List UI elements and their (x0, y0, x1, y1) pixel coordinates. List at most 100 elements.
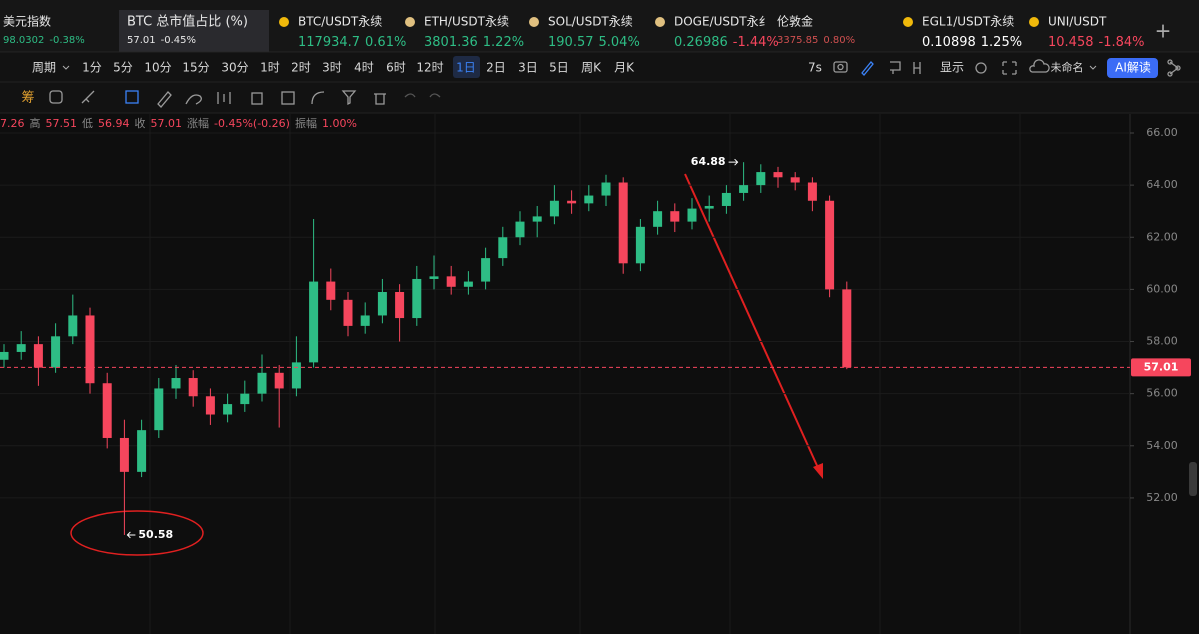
candle-body (756, 172, 766, 186)
ai-button-label[interactable]: AI解读 (1115, 61, 1151, 75)
interval[interactable]: 30分 (221, 61, 248, 75)
candle-body (739, 185, 749, 193)
candle-body (532, 216, 542, 222)
tab-name[interactable]: 美元指数 (3, 14, 51, 29)
y-tick-label: 58.00 (1146, 335, 1178, 348)
info-change: -0.45%(-0.26) (214, 117, 290, 130)
interval[interactable]: 10分 (144, 61, 171, 75)
tab-quote: 3801.36 1.22% (424, 35, 524, 50)
annotation-ellipse (70, 510, 204, 556)
tab-price: 117934.7 (298, 35, 360, 50)
period-label[interactable]: 周期 (32, 61, 56, 75)
interval[interactable]: 3时 (322, 61, 342, 75)
tab-name[interactable]: BTC/USDT永续 (298, 15, 382, 29)
add-tab[interactable]: + (1155, 19, 1172, 43)
info-high: 57.51 (46, 117, 78, 130)
low-mark-arrow (126, 531, 136, 539)
tab-change: -1.84% (1099, 35, 1145, 50)
tab-change: 1.25% (981, 35, 1022, 50)
low-mark-label: 50.58 (138, 528, 173, 541)
drawing-tools[interactable] (49, 90, 441, 108)
tab-name[interactable]: SOL/USDT永续 (548, 15, 633, 29)
tab-price: 10.458 (1048, 35, 1094, 50)
selected-tab-bg (119, 10, 269, 52)
candle-body (274, 372, 284, 389)
tab-name[interactable]: BTC 总市值占比 (%) (127, 14, 248, 30)
toolbar-bg (0, 53, 1199, 113)
candle-body (790, 177, 800, 183)
info-open: 7.26 (0, 117, 25, 130)
candle-body (601, 182, 611, 196)
tab-quote: 190.57 5.04% (548, 35, 640, 50)
interval[interactable]: 1时 (260, 61, 280, 75)
interval[interactable]: 12时 (416, 61, 443, 75)
tab-name[interactable]: EGL1/USDT永续 (922, 15, 1014, 29)
tab-quote: 3375.85 0.80% (777, 35, 855, 46)
tab-name[interactable]: UNI/USDT (1048, 15, 1107, 29)
candle-body (446, 276, 456, 287)
tab-name[interactable]: ETH/USDT永续 (424, 15, 509, 29)
tab-change: 1.22% (483, 35, 524, 50)
y-tick-label: 66.00 (1146, 126, 1178, 139)
candle-body (635, 226, 645, 264)
candle-body (171, 378, 181, 389)
scrollbar[interactable] (1189, 462, 1197, 496)
info-change-label: 涨幅 (187, 117, 209, 130)
tab-icon (529, 17, 539, 27)
layout-name[interactable]: 未命名 (1051, 60, 1084, 74)
interval[interactable]: 5日 (549, 61, 569, 75)
tab-change: 0.80% (823, 35, 855, 46)
candle-body (51, 336, 61, 368)
last-price-label: 57.01 (1144, 360, 1179, 373)
candle-body (687, 208, 697, 222)
candle-body (119, 437, 129, 472)
interval[interactable]: 6时 (386, 61, 406, 75)
interval[interactable]: 2时 (291, 61, 311, 75)
candle-body (326, 281, 336, 300)
candle-body (549, 200, 559, 217)
tab-change: 0.61% (365, 35, 406, 50)
candle-body (291, 362, 301, 389)
candle-body (498, 237, 508, 259)
interval[interactable]: 1分 (82, 61, 102, 75)
tab-price: 57.01 (127, 35, 156, 46)
dropdown-caret (62, 65, 70, 70)
interval[interactable]: 周K (581, 61, 602, 75)
candle-body (85, 315, 95, 384)
interval[interactable]: 15分 (182, 61, 209, 75)
y-tick-label: 64.00 (1146, 178, 1178, 191)
candle-body (154, 388, 164, 431)
high-mark-label: 64.88 (691, 155, 726, 168)
interval[interactable]: 1日 (456, 61, 476, 75)
refresh-label[interactable]: 7s (808, 61, 822, 75)
y-tick-label: 60.00 (1146, 282, 1178, 295)
tab-icon (903, 17, 913, 27)
candle-body (412, 278, 422, 319)
info-low: 56.94 (98, 117, 130, 130)
interval[interactable]: 5分 (113, 61, 133, 75)
chip-tool[interactable]: 筹 (21, 90, 34, 106)
interval[interactable]: 3日 (518, 61, 538, 75)
tab-change: -0.38% (49, 35, 84, 46)
info-amp-label: 振幅 (295, 116, 317, 130)
ai-button[interactable] (1107, 58, 1158, 78)
candle-body (825, 200, 835, 290)
candle-body (653, 211, 663, 227)
tab-name[interactable]: DOGE/USDT永纟 (674, 15, 771, 29)
candle-body (0, 351, 9, 360)
y-tick-label: 62.00 (1146, 230, 1178, 243)
tab-quote: 0.10898 1.25% (922, 35, 1022, 50)
interval[interactable]: 4时 (354, 61, 374, 75)
tab-name[interactable]: 伦敦金 (777, 14, 813, 29)
tab-quote: 57.01 -0.45% (127, 35, 196, 46)
interval[interactable]: 2日 (486, 61, 506, 75)
tab-quote: 0.26986 -1.44% (674, 35, 779, 50)
high-mark-arrow (728, 158, 739, 166)
candle-body (481, 258, 491, 282)
interval[interactable]: 月K (614, 61, 635, 75)
info-close: 57.01 (151, 117, 183, 130)
toolbar-icons[interactable] (833, 59, 1181, 77)
display-label[interactable]: 显示 (940, 61, 964, 75)
candle-body (360, 315, 370, 326)
candle-body (309, 281, 319, 363)
